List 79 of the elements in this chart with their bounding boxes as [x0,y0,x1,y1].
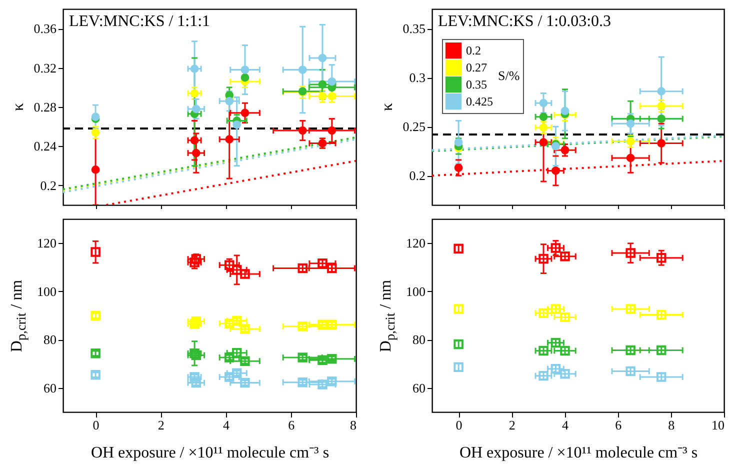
x-tick-label: 4 [223,418,230,432]
y-tick-label: 100 [406,284,426,299]
point [192,148,200,158]
point [192,104,200,114]
y-tick-label: 80 [44,332,56,348]
x-tick-label: 4 [562,418,569,432]
y-tick-label: 0.3 [409,70,426,86]
point [328,126,336,135]
y-tick-label: 60 [412,380,426,396]
point [657,102,666,110]
x-tick-label: 8 [350,418,356,432]
point [454,164,463,172]
x-tick-label: 6 [288,418,296,432]
y-tick-label: 0.35 [402,21,426,36]
point [657,87,666,96]
y-tick-label: 0.28 [34,100,56,114]
point [240,66,250,74]
point [240,108,250,118]
y-tick-label: 0.2 [409,168,426,184]
y-tick-label: 0.36 [34,21,57,36]
y-tick-label: 0.24 [34,138,57,154]
point [225,135,234,144]
point [657,114,666,123]
y-tick-label: 0.25 [402,119,426,134]
point [626,248,636,258]
point [539,138,548,146]
y-tick-label: 0.2 [40,178,56,193]
point [538,254,548,264]
x-axis-title: OH exposure / ×10¹¹ molecule cm⁻³ s [459,444,698,462]
point [626,137,635,146]
point [190,136,199,144]
annotation: LEV:MNC:KS / 1:1:1 [69,13,210,30]
point [328,92,336,100]
point [318,54,327,62]
y-axis-title: κ [379,102,397,112]
legend-label: 0.35 [466,78,487,92]
x-tick-label: 6 [615,418,622,432]
y-tick-label: 120 [37,236,56,251]
point [190,64,199,73]
point [560,146,570,154]
y-tick-label: 100 [37,284,56,299]
y-tick-label: 120 [406,236,426,251]
annotation: LEV:MNC:KS / 1:0.03:0.3 [438,13,612,30]
point [656,252,666,263]
point [91,166,100,174]
point [626,154,635,162]
point [91,128,100,137]
legend-title: S/% [498,68,520,83]
point [560,106,570,116]
point [90,247,100,257]
legend-label: 0.425 [466,94,493,108]
point [626,119,635,128]
legend-label: 0.27 [466,60,487,74]
x-axis-title: OH exposure / ×10¹¹ molecule cm⁻³ s [90,444,330,462]
x-tick-label: 10 [712,418,724,432]
y-tick-label: 80 [412,332,426,348]
point [539,98,548,108]
point [539,123,548,132]
point [190,89,199,98]
point [298,66,307,74]
point [657,139,666,148]
x-tick-label: 8 [668,418,675,432]
y-axis-title: κ [10,102,28,112]
point [328,77,336,86]
point [539,112,548,121]
point [454,138,463,146]
x-tick-label: 0 [92,418,100,432]
x-tick-label: 0 [456,418,462,432]
point [318,80,327,89]
point [232,120,242,129]
point [298,126,307,135]
x-tick-label: 2 [508,418,516,432]
y-tick-label: 0.32 [34,60,56,76]
point [240,73,250,82]
legend-label: 0.2 [466,44,481,58]
point [552,166,560,175]
x-tick-label: 2 [158,418,164,432]
y-tick-label: 60 [44,380,56,396]
point [550,243,561,253]
